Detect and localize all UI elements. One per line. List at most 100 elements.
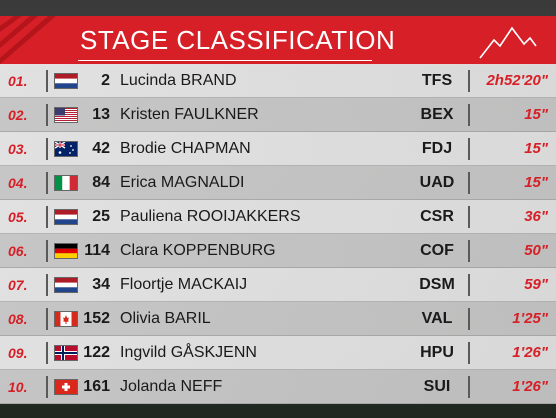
finish-time: 1'26" <box>512 378 548 395</box>
rider-name: Clara KOPPENBURG <box>120 242 276 259</box>
netherlands-flag-icon <box>54 209 78 225</box>
column-divider <box>468 172 470 194</box>
finish-time: 1'26" <box>512 344 548 361</box>
canada-flag-icon <box>54 311 78 327</box>
rank-position: 06. <box>8 243 28 259</box>
rank-position: 02. <box>8 107 28 123</box>
rank-position: 10. <box>8 379 28 395</box>
title-underline <box>78 60 372 61</box>
column-divider <box>468 104 470 126</box>
rider-name: Pauliena ROOIJAKKERS <box>120 208 301 225</box>
row-separator <box>0 335 556 336</box>
australia-flag-icon <box>54 141 78 157</box>
bib-number: 2 <box>101 72 110 89</box>
team-code: VAL <box>421 310 453 327</box>
row-separator <box>0 267 556 268</box>
bib-number: 152 <box>83 310 110 327</box>
column-divider <box>468 70 470 92</box>
rider-name: Ingvild GÅSKJENN <box>120 344 257 361</box>
netherlands-flag-icon <box>54 73 78 89</box>
table-row: 03. 42 Brodie CHAPMAN FDJ 15" <box>0 132 556 166</box>
finish-time: 50" <box>524 242 548 259</box>
column-divider <box>468 240 470 262</box>
finish-time: 15" <box>524 174 548 191</box>
table-row: 06. 114 Clara KOPPENBURG COF 50" <box>0 234 556 268</box>
bib-number: 84 <box>92 174 110 191</box>
team-code: SUI <box>423 378 451 395</box>
team-code: DSM <box>419 276 455 293</box>
finish-time: 59" <box>524 276 548 293</box>
table-row: 02. 13 Kristen FAULKNER BEX 15" <box>0 98 556 132</box>
rider-name: Erica MAGNALDI <box>120 174 245 191</box>
table-row: 10. 161 Jolanda NEFF SUI 1'26" <box>0 370 556 404</box>
team-code: TFS <box>421 72 453 89</box>
column-divider <box>468 274 470 296</box>
rider-name: Kristen FAULKNER <box>120 106 259 123</box>
column-divider <box>46 342 48 364</box>
rank-position: 08. <box>8 311 28 327</box>
column-divider <box>46 308 48 330</box>
mountain-icon <box>479 26 537 59</box>
finish-time: 2h52'20" <box>486 72 548 89</box>
team-code: CSR <box>420 208 454 225</box>
classification-header: STAGE CLASSIFICATION <box>0 16 556 66</box>
column-divider <box>46 138 48 160</box>
column-divider <box>46 104 48 126</box>
column-divider <box>468 206 470 228</box>
team-code: HPU <box>420 344 454 361</box>
norway-flag-icon <box>54 345 78 361</box>
row-separator <box>0 233 556 234</box>
bib-number: 13 <box>92 106 110 123</box>
row-separator <box>0 403 556 404</box>
row-separator <box>0 165 556 166</box>
column-divider <box>46 240 48 262</box>
bib-number: 114 <box>84 242 110 259</box>
team-code: UAD <box>419 174 455 191</box>
bib-number: 161 <box>83 378 110 395</box>
rider-name: Jolanda NEFF <box>120 378 223 395</box>
rider-name: Olivia BARIL <box>120 310 211 327</box>
red-stripes-decoration <box>0 16 56 64</box>
column-divider <box>468 342 470 364</box>
table-row: 04. 84 Erica MAGNALDI UAD 15" <box>0 166 556 200</box>
team-code: FDJ <box>421 140 453 157</box>
rank-position: 04. <box>8 175 28 191</box>
bib-number: 25 <box>92 208 110 225</box>
column-divider <box>468 138 470 160</box>
finish-time: 36" <box>524 208 548 225</box>
finish-time: 15" <box>524 106 548 123</box>
rank-position: 09. <box>8 345 28 361</box>
row-separator <box>0 97 556 98</box>
germany-flag-icon <box>54 243 78 259</box>
bib-number: 122 <box>83 344 110 361</box>
row-separator <box>0 301 556 302</box>
row-separator <box>0 369 556 370</box>
rank-position: 03. <box>8 141 28 157</box>
switzerland-flag-icon <box>54 379 78 395</box>
bib-number: 42 <box>92 140 110 157</box>
column-divider <box>46 70 48 92</box>
column-divider <box>468 308 470 330</box>
rank-position: 07. <box>8 277 28 293</box>
finish-time: 1'25" <box>512 310 548 327</box>
column-divider <box>46 376 48 398</box>
netherlands-flag-icon <box>54 277 78 293</box>
table-row: 08. 152 Olivia BARIL VAL 1'25" <box>0 302 556 336</box>
classification-table: 01. 2 Lucinda BRAND TFS 2h52'20" 02. 13 Kristen… <box>0 64 556 404</box>
rider-name: Floortje MACKAIJ <box>120 276 248 293</box>
row-separator <box>0 131 556 132</box>
table-row: 01. 2 Lucinda BRAND TFS 2h52'20" <box>0 64 556 98</box>
table-row: 09. 122 Ingvild GÅSKJENN HPU 1'26" <box>0 336 556 370</box>
usa-flag-icon <box>54 107 78 123</box>
row-separator <box>0 199 556 200</box>
team-code: BEX <box>420 106 454 123</box>
table-row: 05. 25 Pauliena ROOIJAKKERS CSR 36" <box>0 200 556 234</box>
rider-name: Brodie CHAPMAN <box>120 140 251 157</box>
column-divider <box>468 376 470 398</box>
rider-name: Lucinda BRAND <box>120 72 237 89</box>
finish-time: 15" <box>524 140 548 157</box>
bib-number: 34 <box>92 276 110 293</box>
italy-flag-icon <box>54 175 78 191</box>
column-divider <box>46 172 48 194</box>
column-divider <box>46 206 48 228</box>
